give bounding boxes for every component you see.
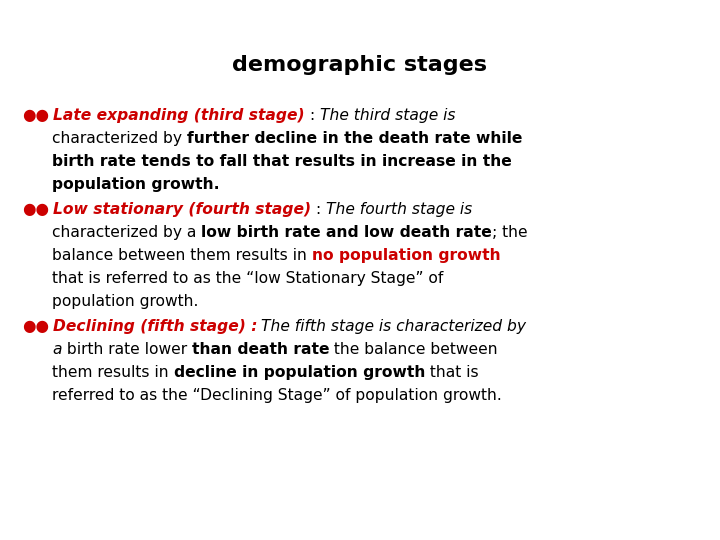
Text: birth rate tends to fall that results in increase in the: birth rate tends to fall that results in… [52,154,512,169]
Text: Late expanding (third stage): Late expanding (third stage) [53,108,305,123]
Text: referred to as the “Declining Stage” of population growth.: referred to as the “Declining Stage” of … [52,388,502,403]
Text: characterized by a: characterized by a [52,225,202,240]
Text: balance between them results in: balance between them results in [52,248,312,263]
Text: demographic stages: demographic stages [233,55,487,75]
Text: ●●: ●● [22,319,49,334]
Text: further decline in the death rate while: further decline in the death rate while [187,131,522,146]
Text: Low stationary (fourth stage): Low stationary (fourth stage) [53,202,311,217]
Text: birth rate lower: birth rate lower [61,342,192,357]
Text: a: a [52,342,61,357]
Text: low birth rate and low death rate: low birth rate and low death rate [202,225,492,240]
Text: :: : [311,202,326,217]
Text: decline in population growth: decline in population growth [174,365,425,380]
Text: The third stage is: The third stage is [320,108,455,123]
Text: The fourth stage is: The fourth stage is [326,202,472,217]
Text: them results in: them results in [52,365,174,380]
Text: :: : [305,108,320,123]
Text: population growth.: population growth. [52,294,199,309]
Text: population growth.: population growth. [52,177,220,192]
Text: ; the: ; the [492,225,528,240]
Text: ●●: ●● [22,108,49,123]
Text: the balance between: the balance between [329,342,498,357]
Text: characterized by: characterized by [52,131,187,146]
Text: than death rate: than death rate [192,342,329,357]
Text: ●●: ●● [22,202,49,217]
Text: no population growth: no population growth [312,248,500,263]
Text: that is referred to as the “low Stationary Stage” of: that is referred to as the “low Stationa… [52,271,444,286]
Text: Declining (fifth stage) :: Declining (fifth stage) : [53,319,258,334]
Text: The fifth stage is characterized by: The fifth stage is characterized by [261,319,526,334]
Text: that is: that is [425,365,479,380]
